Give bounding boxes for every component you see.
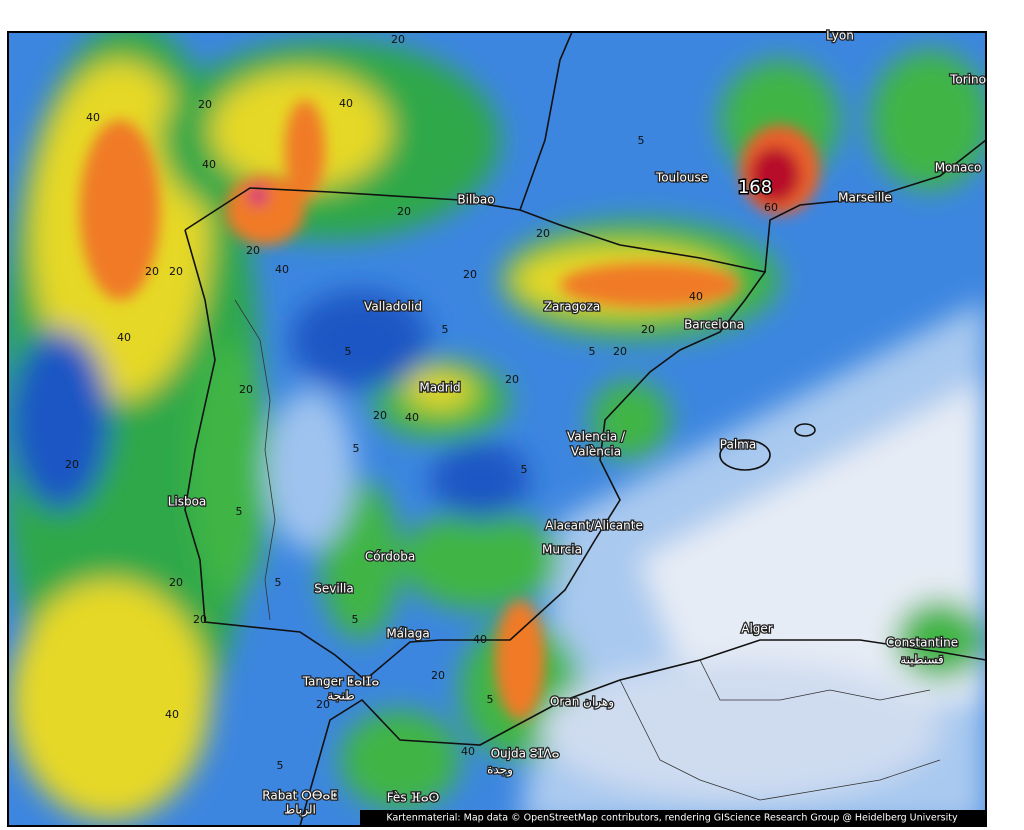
city-label: Alacant/Alicante xyxy=(545,519,643,533)
contour-label: 20 xyxy=(193,613,207,626)
city-label: Valladolid xyxy=(364,300,422,314)
city-label: Valencia / xyxy=(567,430,626,444)
contour-label: 20 xyxy=(463,268,477,281)
contour-label: 40 xyxy=(473,633,487,646)
city-label: Rabat ⵔⴱⴰⵟ xyxy=(262,789,337,803)
contour-label: 5 xyxy=(275,576,282,589)
attribution: Kartenmaterial: Map data © OpenStreetMap… xyxy=(386,813,958,824)
city-label: Lyon xyxy=(826,29,854,43)
coastline xyxy=(184,32,986,826)
contour-label: 40 xyxy=(86,111,100,124)
city-label: Monaco xyxy=(935,161,982,175)
contour-label: 40 xyxy=(165,708,179,721)
contour-label: 5 xyxy=(236,505,243,518)
city-label: Sevilla xyxy=(314,582,353,596)
contour-label: 40 xyxy=(117,331,131,344)
city-label: Toulouse xyxy=(655,171,708,185)
contour-label: 5 xyxy=(589,345,596,358)
city-label: Málaga xyxy=(386,627,429,641)
city-label: طنجة xyxy=(327,689,354,703)
contour-label: 20 xyxy=(431,669,445,682)
contour-label: 5 xyxy=(353,442,360,455)
contour-label: 5 xyxy=(638,134,645,147)
city-label: Alger xyxy=(741,622,773,636)
city-label: وجدة xyxy=(487,763,513,778)
contour-label: 40 xyxy=(202,158,216,171)
contour-label: 5 xyxy=(487,693,494,706)
contour-label: 5 xyxy=(521,463,528,476)
contour-label: 5 xyxy=(352,613,359,626)
city-label: Zaragoza xyxy=(544,300,600,314)
city-label: Tanger ⵟⴰⵏⵊⴰ xyxy=(302,675,380,689)
contour-label: 5 xyxy=(277,759,284,772)
city-label: Oran وهران xyxy=(550,695,614,710)
contour-label: 40 xyxy=(461,745,475,758)
city-label: Bilbao xyxy=(457,193,494,207)
contour-label: 20 xyxy=(316,698,330,711)
contour-label: 40 xyxy=(689,290,703,303)
contour-label: 20 xyxy=(169,265,183,278)
precipitation-field xyxy=(8,32,986,826)
contour-label: 20 xyxy=(373,409,387,422)
city-label: Fès ⴼⴰⵙ xyxy=(387,791,440,805)
contour-label: 5 xyxy=(345,345,352,358)
city-label: València xyxy=(571,445,621,459)
city-label: Lisboa xyxy=(168,495,207,509)
city-label: Barcelona xyxy=(684,318,744,332)
city-label: Oujda ⵓⵊⴷⴰ xyxy=(491,747,560,761)
city-label: Madrid xyxy=(419,381,460,395)
contour-label: 20 xyxy=(169,576,183,589)
city-label: Marseille xyxy=(838,191,892,205)
city-labels: Lyon Torino Toulouse Monaco Marseille Bilbao V… xyxy=(166,27,987,819)
contour-labels: 40 20 40 20 40 20 40 20 40 20 20 5 5 20 20 40 20 5 5 20 20 5 2… xyxy=(65,33,778,772)
city-label: قسنطينة xyxy=(900,653,944,667)
max-value: 168 xyxy=(738,177,772,198)
city-label: Córdoba xyxy=(365,550,415,564)
city-label: الرباط xyxy=(284,803,316,818)
contour-label: 40 xyxy=(405,411,419,424)
attribution-bg xyxy=(360,810,986,826)
city-label: Palma xyxy=(720,438,756,452)
contour-label: 40 xyxy=(339,97,353,110)
contour-label: 20 xyxy=(641,323,655,336)
contour-label: 20 xyxy=(246,244,260,257)
contour-label: 20 xyxy=(391,33,405,46)
contour-label: 20 xyxy=(239,383,253,396)
contour-label: 20 xyxy=(397,205,411,218)
contour-label: 20 xyxy=(613,345,627,358)
contour-label: 40 xyxy=(275,263,289,276)
contour-label: 5 xyxy=(442,323,449,336)
city-label: Constantine xyxy=(886,636,958,650)
contour-label: 20 xyxy=(505,373,519,386)
city-label: Torino xyxy=(949,73,986,87)
borders xyxy=(234,299,941,801)
city-label: Murcia xyxy=(542,543,582,557)
contour-label: 20 xyxy=(536,227,550,240)
contour-label: 60 xyxy=(764,201,778,214)
contour-label: 20 xyxy=(65,458,79,471)
contour-label: 20 xyxy=(198,98,212,111)
contour-label: 20 xyxy=(145,265,159,278)
